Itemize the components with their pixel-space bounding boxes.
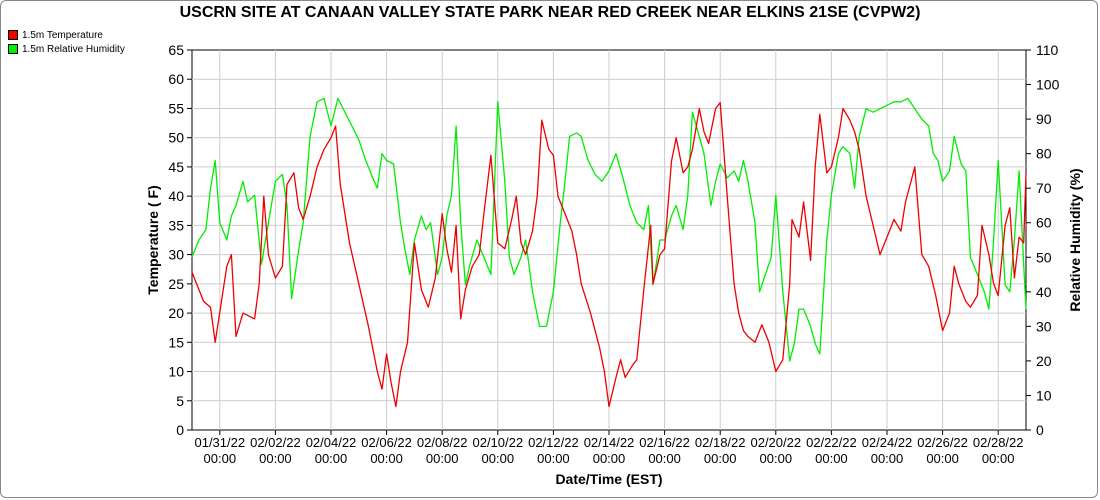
y-tick-label-left: 15 xyxy=(168,334,184,350)
legend-item-temperature: 1.5m Temperature xyxy=(8,28,125,42)
x-tick-label-time: 00:00 xyxy=(259,451,292,466)
y-tick-label-left: 30 xyxy=(168,247,184,263)
y-tick-label-right: 60 xyxy=(1036,215,1052,231)
x-tick-label-date: 02/16/22 xyxy=(639,435,690,450)
axis-ticks: 0 5 10 15 20 25 30 35 40 45 50 55 60 65 0 10 20 30 40 50 60 7… xyxy=(168,42,1059,466)
legend-swatch-temperature xyxy=(8,30,18,40)
legend-item-humidity: 1.5m Relative Humidity xyxy=(8,42,125,56)
y-tick-label-left: 10 xyxy=(168,364,184,380)
x-tick-label-time: 00:00 xyxy=(871,451,904,466)
y-tick-label-right: 80 xyxy=(1036,146,1052,162)
y-tick-label-right: 40 xyxy=(1036,284,1052,300)
y-tick-label-left: 5 xyxy=(176,393,184,409)
y-tick-label-left: 25 xyxy=(168,276,184,292)
x-tick-label-time: 00:00 xyxy=(648,451,681,466)
y-tick-label-right: 0 xyxy=(1036,422,1044,438)
series-line-humidity xyxy=(191,97,1027,362)
x-tick-label-date: 02/12/22 xyxy=(528,435,579,450)
y-tick-label-right: 90 xyxy=(1036,111,1052,127)
x-tick-label-date: 02/04/22 xyxy=(306,435,357,450)
y-tick-label-left: 40 xyxy=(168,188,184,204)
y-axis-label-right: Relative Humidity (%) xyxy=(1067,168,1083,311)
x-tick-label-date: 02/08/22 xyxy=(417,435,468,450)
x-tick-label-time: 00:00 xyxy=(815,451,848,466)
x-tick-label-date: 01/31/22 xyxy=(194,435,245,450)
y-tick-label-right: 50 xyxy=(1036,249,1052,265)
x-tick-label-time: 00:00 xyxy=(537,451,570,466)
legend-label-humidity: 1.5m Relative Humidity xyxy=(22,43,125,55)
y-tick-label-left: 65 xyxy=(168,42,184,58)
y-tick-label-left: 45 xyxy=(168,159,184,175)
y-tick-label-left: 55 xyxy=(168,100,184,116)
x-tick-label-time: 00:00 xyxy=(704,451,737,466)
x-tick-label-time: 00:00 xyxy=(982,451,1015,466)
y-tick-label-left: 20 xyxy=(168,305,184,321)
chart-title: USCRN SITE AT CANAAN VALLEY STATE PARK N… xyxy=(179,4,921,21)
legend-label-temperature: 1.5m Temperature xyxy=(22,29,103,41)
y-tick-label-right: 100 xyxy=(1036,77,1060,93)
y-tick-label-right: 20 xyxy=(1036,353,1052,369)
x-tick-label-time: 00:00 xyxy=(426,451,459,466)
x-tick-label-time: 00:00 xyxy=(760,451,793,466)
y-tick-label-right: 30 xyxy=(1036,318,1052,334)
y-tick-label-right: 70 xyxy=(1036,180,1052,196)
series-line-temperature xyxy=(191,101,1027,408)
x-tick-label-time: 00:00 xyxy=(370,451,403,466)
series-layer xyxy=(191,97,1027,408)
x-tick-label-time: 00:00 xyxy=(204,451,237,466)
x-tick-label-date: 02/24/22 xyxy=(862,435,913,450)
y-axis-label-left: Temperature ( F) xyxy=(145,185,161,294)
y-tick-label-left: 35 xyxy=(168,217,184,233)
x-axis-label: Date/Time (EST) xyxy=(555,471,662,487)
x-tick-label-time: 00:00 xyxy=(315,451,348,466)
x-tick-label-date: 02/28/22 xyxy=(973,435,1024,450)
legend-swatch-humidity xyxy=(8,44,18,54)
x-tick-label-time: 00:00 xyxy=(593,451,626,466)
y-tick-label-right: 110 xyxy=(1036,42,1059,58)
y-tick-label-left: 50 xyxy=(168,130,184,146)
x-tick-label-date: 02/14/22 xyxy=(584,435,635,450)
x-tick-label-date: 02/18/22 xyxy=(695,435,746,450)
x-tick-label-date: 02/20/22 xyxy=(750,435,801,450)
x-tick-label-date: 02/22/22 xyxy=(806,435,857,450)
y-tick-label-left: 60 xyxy=(168,71,184,87)
y-tick-label-right: 10 xyxy=(1036,387,1052,403)
legend: 1.5m Temperature 1.5m Relative Humidity xyxy=(8,28,125,56)
x-tick-label-date: 02/10/22 xyxy=(472,435,523,450)
y-tick-label-left: 0 xyxy=(176,422,184,438)
x-tick-label-date: 02/06/22 xyxy=(361,435,412,450)
x-tick-label-time: 00:00 xyxy=(926,451,959,466)
x-tick-label-date: 02/02/22 xyxy=(250,435,301,450)
x-tick-label-time: 00:00 xyxy=(482,451,515,466)
x-tick-label-date: 02/26/22 xyxy=(917,435,968,450)
